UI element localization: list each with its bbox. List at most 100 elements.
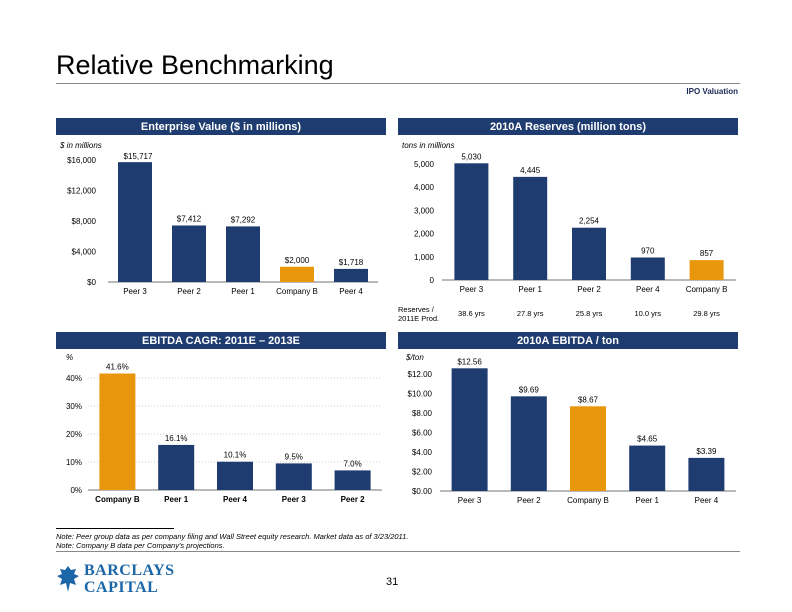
cagr-bar-peer-2 [334,470,371,490]
ev-y-tick-label: $12,000 [67,187,96,196]
ebitda_ton-bar-peer-2 [510,396,547,491]
reserves-y-tick-label: 5,000 [414,160,435,169]
section-tag: IPO Valuation [686,87,738,96]
reserves-y-tick-label: 3,000 [414,206,435,215]
ebitda_ton-x-tick-label: Company B [567,496,609,505]
ev-bar-peer-3 [118,162,152,282]
ev-y-tick-label: $8,000 [72,217,97,226]
ebitda_ton-data-label: $3.39 [696,447,717,456]
cagr-x-tick-label: Peer 4 [223,495,248,504]
ev-x-tick-label: Peer 4 [339,287,363,296]
reserves-x-tick-label: Peer 3 [460,285,484,294]
barclays-capital-logo: BARCLAYS CAPITAL [56,562,186,598]
cagr-y-tick-label: 30% [66,402,82,411]
ev-y-axis-label: $ in millions [59,141,102,150]
ev-data-label: $7,292 [231,215,256,224]
ebitda_ton-x-tick-label: Peer 4 [695,496,719,505]
reserves-y-tick-label: 1,000 [414,253,435,262]
reserves-data-label: 857 [700,249,714,258]
ev-data-label: $15,717 [124,152,153,161]
reserves-x-tick-label: Peer 4 [636,285,660,294]
cagr-chart-title: EBITDA CAGR: 2011E – 2013E [142,334,300,347]
cagr-bar-peer-1 [158,444,195,490]
cagr-y-tick-label: 10% [66,458,82,467]
reserves-data-label: 2,254 [579,217,600,226]
cagr-data-label: 10.1% [224,451,247,460]
cagr-data-label: 41.6% [106,363,129,372]
ebitda_ton-data-label: $9.69 [519,385,540,394]
footnote-2: Note: Company B data per Company's proje… [56,541,225,550]
logo-line-1: BARCLAYS [84,562,175,579]
ebitda_ton-bar-company-b [570,406,606,491]
ebitda_ton-y-tick-label: $6.00 [412,428,433,437]
reserves-bar-peer-2 [572,227,606,280]
cagr-bar-company-b [99,373,136,490]
cagr-y-tick-label: 0% [70,486,82,495]
reserves-bar-peer-4 [630,257,665,280]
ev-y-tick-label: $4,000 [72,248,97,257]
cagr-y-tick-label: 40% [66,374,82,383]
ebitda_ton-y-tick-label: $12.00 [408,370,433,379]
reserves-extra-row-value: 29.8 yrs [693,309,720,318]
cagr-chart-header: EBITDA CAGR: 2011E – 2013E [56,332,386,349]
ev-data-label: $2,000 [285,256,310,265]
reserves-extra-row-value: 10.0 yrs [634,309,661,318]
ebitda_ton-data-label: $4.65 [637,435,658,444]
reserves-y-tick-label: 0 [430,276,435,285]
reserves-y-tick-label: 2,000 [414,230,435,239]
ev-data-label: $1,718 [339,258,364,267]
ebitda_ton-y-tick-label: $8.00 [412,409,433,418]
ebitda_ton-y-tick-label: $10.00 [408,389,433,398]
cagr-bar-peer-3 [275,463,312,490]
reserves-x-tick-label: Peer 2 [577,285,601,294]
ev-x-tick-label: Company B [276,287,318,296]
cagr-chart: % 0% 10% 20% 30% 40% 41.6% Company B 16.1% Peer 1… [66,353,382,504]
ebitda_ton-y-tick-label: $4.00 [412,448,433,457]
ev-y-tick-label: $0 [87,278,96,287]
reserves-data-label: 5,030 [461,152,482,161]
logo-line-2: CAPITAL [84,579,159,596]
reserves-chart: tons in millions 0 1,000 2,000 3,000 4,000 5,0… [398,141,736,323]
ev-bar-peer-2 [172,225,206,282]
title-divider [56,83,740,84]
ev-bar-company-b [280,266,314,282]
ev-x-tick-label: Peer 3 [123,287,147,296]
reserves-bar-peer-3 [454,163,489,280]
bottom-divider [56,551,740,552]
footnote-divider [56,528,174,529]
cagr-data-label: 7.0% [343,459,361,468]
reserves-x-tick-label: Company B [686,285,728,294]
reserves-bar-company-b [689,260,724,280]
ev-bar-peer-1 [226,226,260,282]
ebitda_ton-x-tick-label: Peer 3 [458,496,482,505]
reserves-chart-title: 2010A Reserves (million tons) [489,120,647,133]
page-title: Relative Benchmarking [56,50,334,80]
logo-text: BARCLAYS CAPITAL [84,562,175,596]
reserves-extra-row-value: 38.6 yrs [458,309,485,318]
cagr-data-label: 16.1% [165,434,188,443]
cagr-y-axis-label: % [66,353,73,362]
cagr-x-tick-label: Peer 3 [282,495,307,504]
ev-data-label: $7,412 [177,214,202,223]
page-number: 31 [386,576,399,588]
cagr-x-tick-label: Peer 1 [164,495,189,504]
ebitda-ton-chart-title: 2010A EBITDA / ton [517,334,619,347]
reserves-extra-row-label: 2011E Prod. [398,314,439,323]
ev-x-tick-label: Peer 2 [177,287,201,296]
reserves-extra-row-label: Reserves / [398,305,435,314]
reserves-data-label: 970 [641,246,655,255]
ebitda-ton-chart: $/ton $0.00 $2.00 $4.00 $6.00 $8.00 $10.00 $12.… [405,353,736,505]
reserves-chart-header: 2010A Reserves (million tons) [398,118,738,135]
reserves-extra-row-value: 27.8 yrs [517,309,544,318]
cagr-y-tick-label: 20% [66,430,82,439]
reserves-data-label: 4,445 [520,166,541,175]
ebitda_ton-data-label: $8.67 [578,395,599,404]
ev-x-tick-label: Peer 1 [231,287,255,296]
ebitda_ton-bar-peer-3 [451,368,488,491]
cagr-data-label: 9.5% [285,452,303,461]
ev-chart-header: Enterprise Value ($ in millions) [56,118,386,135]
ebitda_ton-y-axis-label: $/ton [405,353,424,362]
cagr-x-tick-label: Company B [95,495,140,504]
reserves-extra-row-value: 25.8 yrs [576,309,603,318]
ebitda_ton-y-tick-label: $0.00 [412,487,433,496]
